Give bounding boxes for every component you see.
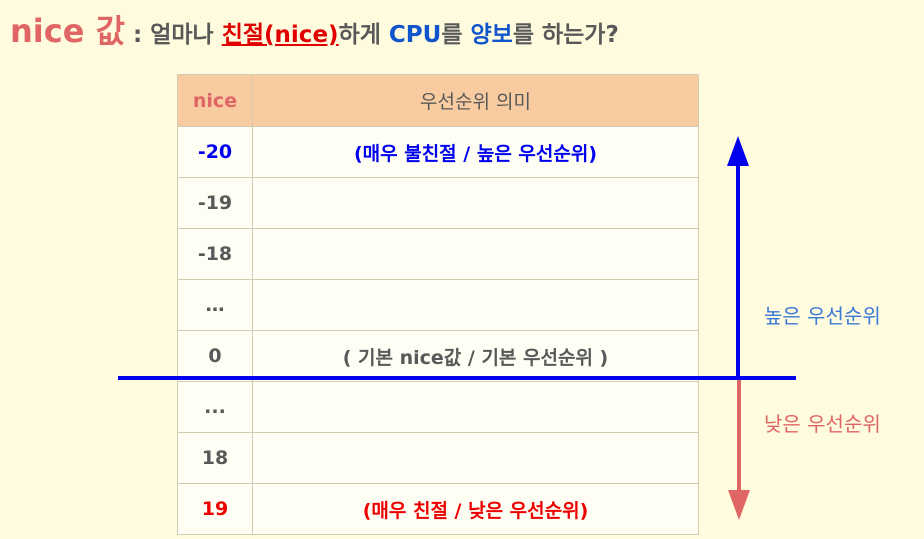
nice-value-cell: -20 bbox=[177, 126, 253, 178]
down-arrow-icon bbox=[728, 380, 750, 520]
priority-meaning-cell bbox=[252, 432, 699, 484]
table-row: -19 bbox=[177, 177, 699, 229]
nice-value-cell: 19 bbox=[177, 483, 253, 535]
header-nice: nice bbox=[177, 74, 253, 127]
title-ending-text: 를 하는가? bbox=[512, 22, 619, 48]
nice-priority-table: nice 우선순위 의미 -20 (매우 불친절 / 높은 우선순위) -19 -18… bbox=[177, 74, 699, 535]
title-reul-text: 를 bbox=[441, 22, 471, 48]
nice-value-cell: -18 bbox=[177, 228, 253, 280]
table-header-row: nice 우선순위 의미 bbox=[177, 74, 699, 127]
table-row: -18 bbox=[177, 228, 699, 280]
title-cpu-word: CPU bbox=[388, 22, 442, 48]
high-priority-label: 높은 우선순위 bbox=[764, 304, 881, 328]
nice-value-cell: 0 bbox=[177, 330, 253, 382]
table-row: 18 bbox=[177, 432, 699, 484]
priority-meaning-cell bbox=[252, 381, 699, 433]
priority-meaning-cell: (매우 불친절 / 높은 우선순위) bbox=[252, 126, 699, 178]
title-nice-word: nice 값 bbox=[10, 12, 126, 50]
nice-value-cell: 18 bbox=[177, 432, 253, 484]
table-row: -20 (매우 불친절 / 높은 우선순위) bbox=[177, 126, 699, 178]
title-middle-text: 하게 bbox=[338, 22, 389, 48]
priority-meaning-cell: ( 기본 nice값 / 기본 우선순위 ) bbox=[252, 330, 699, 382]
title-yield-word: 양보 bbox=[470, 22, 513, 48]
nice-value-cell: -19 bbox=[177, 177, 253, 229]
priority-meaning-cell bbox=[252, 279, 699, 331]
title-colon-text: : 얼마나 bbox=[125, 22, 222, 48]
title-kind-word: 친절(nice) bbox=[221, 22, 339, 48]
nice-value-cell: ... bbox=[177, 381, 253, 433]
priority-meaning-cell: (매우 친절 / 낮은 우선순위) bbox=[252, 483, 699, 535]
table-row: 0( 기본 nice값 / 기본 우선순위 ) bbox=[177, 330, 699, 382]
nice-value-cell: … bbox=[177, 279, 253, 331]
header-meaning: 우선순위 의미 bbox=[252, 74, 699, 127]
default-priority-line bbox=[118, 376, 796, 380]
priority-meaning-cell bbox=[252, 228, 699, 280]
low-priority-label: 낮은 우선순위 bbox=[764, 412, 881, 436]
table-row: ... bbox=[177, 381, 699, 433]
page-title: nice 값 : 얼마나 친절(nice)하게 CPU를 양보를 하는가? bbox=[10, 6, 619, 50]
up-arrow-icon bbox=[727, 136, 749, 376]
table-row: … bbox=[177, 279, 699, 331]
table-row: 19 (매우 친절 / 낮은 우선순위) bbox=[177, 483, 699, 535]
priority-meaning-cell bbox=[252, 177, 699, 229]
